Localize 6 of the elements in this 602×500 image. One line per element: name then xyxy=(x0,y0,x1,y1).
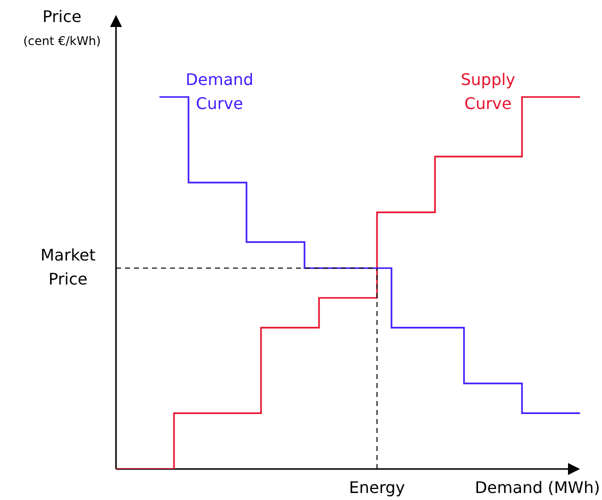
series-label: Supply Curve xyxy=(460,70,516,114)
ref-line-label: Market Price xyxy=(40,245,96,288)
y-axis-title: Price (cent €/kWh) xyxy=(23,7,101,48)
x-axis-title: Demand (MWh) xyxy=(474,478,600,498)
series-label: Demand Curve xyxy=(186,70,254,114)
text: Energy xyxy=(348,478,406,498)
